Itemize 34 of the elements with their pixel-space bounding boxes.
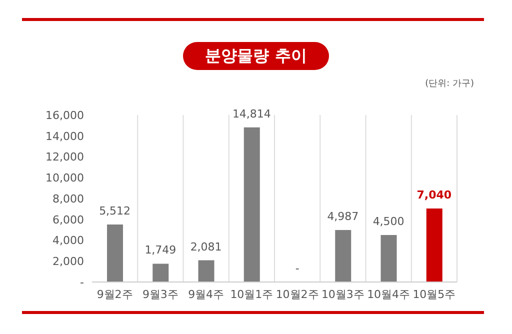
bar (152, 264, 169, 282)
data-label: 14,814 (232, 107, 271, 120)
bar (426, 208, 442, 282)
bar (198, 260, 214, 282)
data-label: 4,500 (372, 215, 404, 228)
data-label: 7,040 (416, 188, 452, 202)
x-tick-label: 9월2주 (96, 288, 133, 301)
bar (335, 230, 352, 282)
y-tick-label: 2,000 (52, 255, 84, 268)
y-tick-label: 4,000 (52, 234, 84, 248)
y-tick-label: 6,000 (52, 213, 84, 226)
y-tick-label: 12,000 (46, 150, 84, 164)
y-tick-label: 8,000 (52, 192, 84, 206)
y-tick-label: 16,000 (46, 108, 84, 122)
x-tick-label: 10월3주 (321, 288, 364, 301)
x-tick-label: 10월5주 (412, 288, 456, 301)
data-label: 5,512 (99, 204, 131, 218)
y-tick-label: - (80, 276, 84, 289)
x-tick-label: 10월1주 (230, 288, 274, 301)
x-tick-label: 10월4주 (367, 288, 410, 301)
x-tick-label: 10월2주 (276, 288, 319, 301)
data-label: - (295, 262, 300, 275)
data-label: 1,749 (144, 244, 176, 257)
bar (107, 224, 123, 282)
data-label: 2,081 (190, 240, 222, 254)
bar (380, 235, 397, 282)
x-tick-label: 9월4주 (188, 288, 224, 301)
bar (244, 127, 260, 282)
x-tick-label: 9월3주 (142, 288, 178, 301)
y-tick-label: 14,000 (46, 130, 84, 143)
chart-subtitle: (단위: 가구) (425, 78, 474, 90)
chart-title: 분양물량 추이 (183, 42, 329, 70)
y-tick-label: 10,000 (46, 172, 84, 185)
data-label: 4,987 (327, 210, 359, 223)
